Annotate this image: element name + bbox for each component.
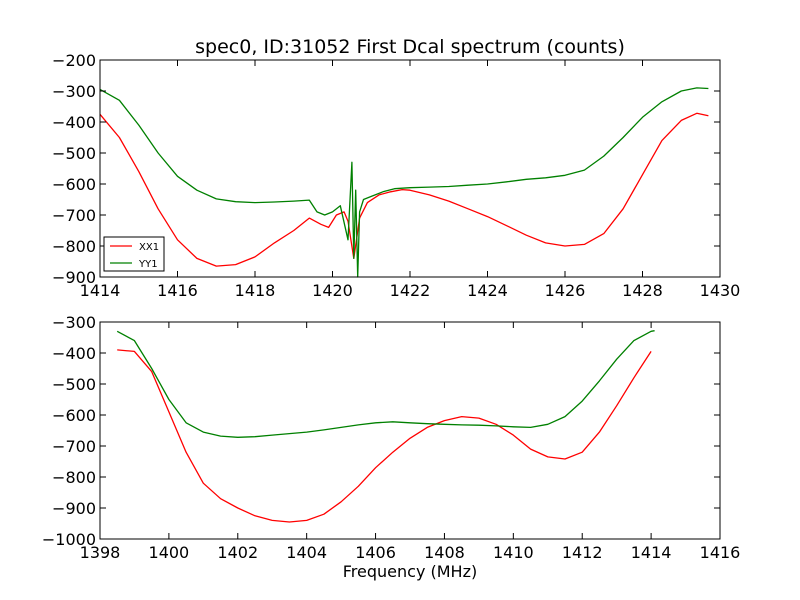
y-tick-label: −500 xyxy=(52,144,96,163)
top-chart: spec0, ID:31052 First Dcal spectrum (cou… xyxy=(52,36,740,300)
x-tick-label: 1420 xyxy=(312,281,353,300)
x-tick-label: 1406 xyxy=(355,543,396,562)
y-tick-label: −900 xyxy=(52,268,96,287)
x-tick-label: 1426 xyxy=(545,281,586,300)
x-tick-label: 1416 xyxy=(700,543,741,562)
top-series-lines xyxy=(99,87,709,278)
y-tick-label: −500 xyxy=(52,375,96,394)
y-tick-label: −400 xyxy=(52,344,96,363)
y-tick-label: −300 xyxy=(52,313,96,332)
y-tick-label: −600 xyxy=(52,406,96,425)
y-tick-label: −600 xyxy=(52,175,96,194)
x-tick-label: 1408 xyxy=(424,543,465,562)
y-tick-label: −900 xyxy=(52,499,96,518)
bottom-series-lines xyxy=(116,330,655,523)
x-tick-label: 1404 xyxy=(286,543,327,562)
series-line-yy1 xyxy=(99,87,709,278)
x-tick-label: 1418 xyxy=(235,281,276,300)
legend-label-xx1: XX1 xyxy=(139,242,159,253)
y-tick-label: −200 xyxy=(52,51,96,70)
x-tick-label: 1402 xyxy=(217,543,258,562)
chart-title: spec0, ID:31052 First Dcal spectrum (cou… xyxy=(195,36,625,58)
series-line-yy1 xyxy=(116,330,655,438)
x-tick-label: 1416 xyxy=(157,281,198,300)
x-tick-label: 1414 xyxy=(631,543,672,562)
y-tick-label: −300 xyxy=(52,82,96,101)
y-tick-label: −800 xyxy=(52,468,96,487)
top-axis-ticks: 1414 1416 1418 1420 1422 1424 1426 1428 1430 −900… xyxy=(52,51,740,300)
series-line-xx1 xyxy=(117,349,652,523)
y-tick-label: −700 xyxy=(52,437,96,456)
legend: XX1 YY1 xyxy=(103,236,165,272)
x-tick-label: 1414 xyxy=(80,281,121,300)
legend-label-yy1: YY1 xyxy=(138,259,158,270)
x-tick-label: 1412 xyxy=(562,543,603,562)
top-plot-frame xyxy=(99,59,721,278)
x-axis-label: Frequency (MHz) xyxy=(343,562,477,581)
legend-box xyxy=(103,236,165,272)
y-tick-label: −1000 xyxy=(42,530,96,549)
x-tick-label: 1424 xyxy=(467,281,508,300)
bottom-plot-frame xyxy=(99,321,721,540)
x-tick-label: 1430 xyxy=(700,281,741,300)
y-tick-label: −800 xyxy=(52,237,96,256)
x-tick-label: 1428 xyxy=(622,281,663,300)
x-tick-label: 1410 xyxy=(493,543,534,562)
y-tick-label: −400 xyxy=(52,113,96,132)
bottom-chart: 1398 1400 1402 1404 1406 1408 1410 1412 1414 1416… xyxy=(42,313,740,581)
x-tick-label: 1422 xyxy=(390,281,431,300)
series-line-xx1 xyxy=(99,112,709,267)
bottom-axis-ticks: 1398 1400 1402 1404 1406 1408 1410 1412 1414 1416… xyxy=(42,313,740,562)
y-tick-label: −700 xyxy=(52,206,96,225)
x-tick-label: 1400 xyxy=(149,543,190,562)
x-tick-label: 1398 xyxy=(80,543,121,562)
